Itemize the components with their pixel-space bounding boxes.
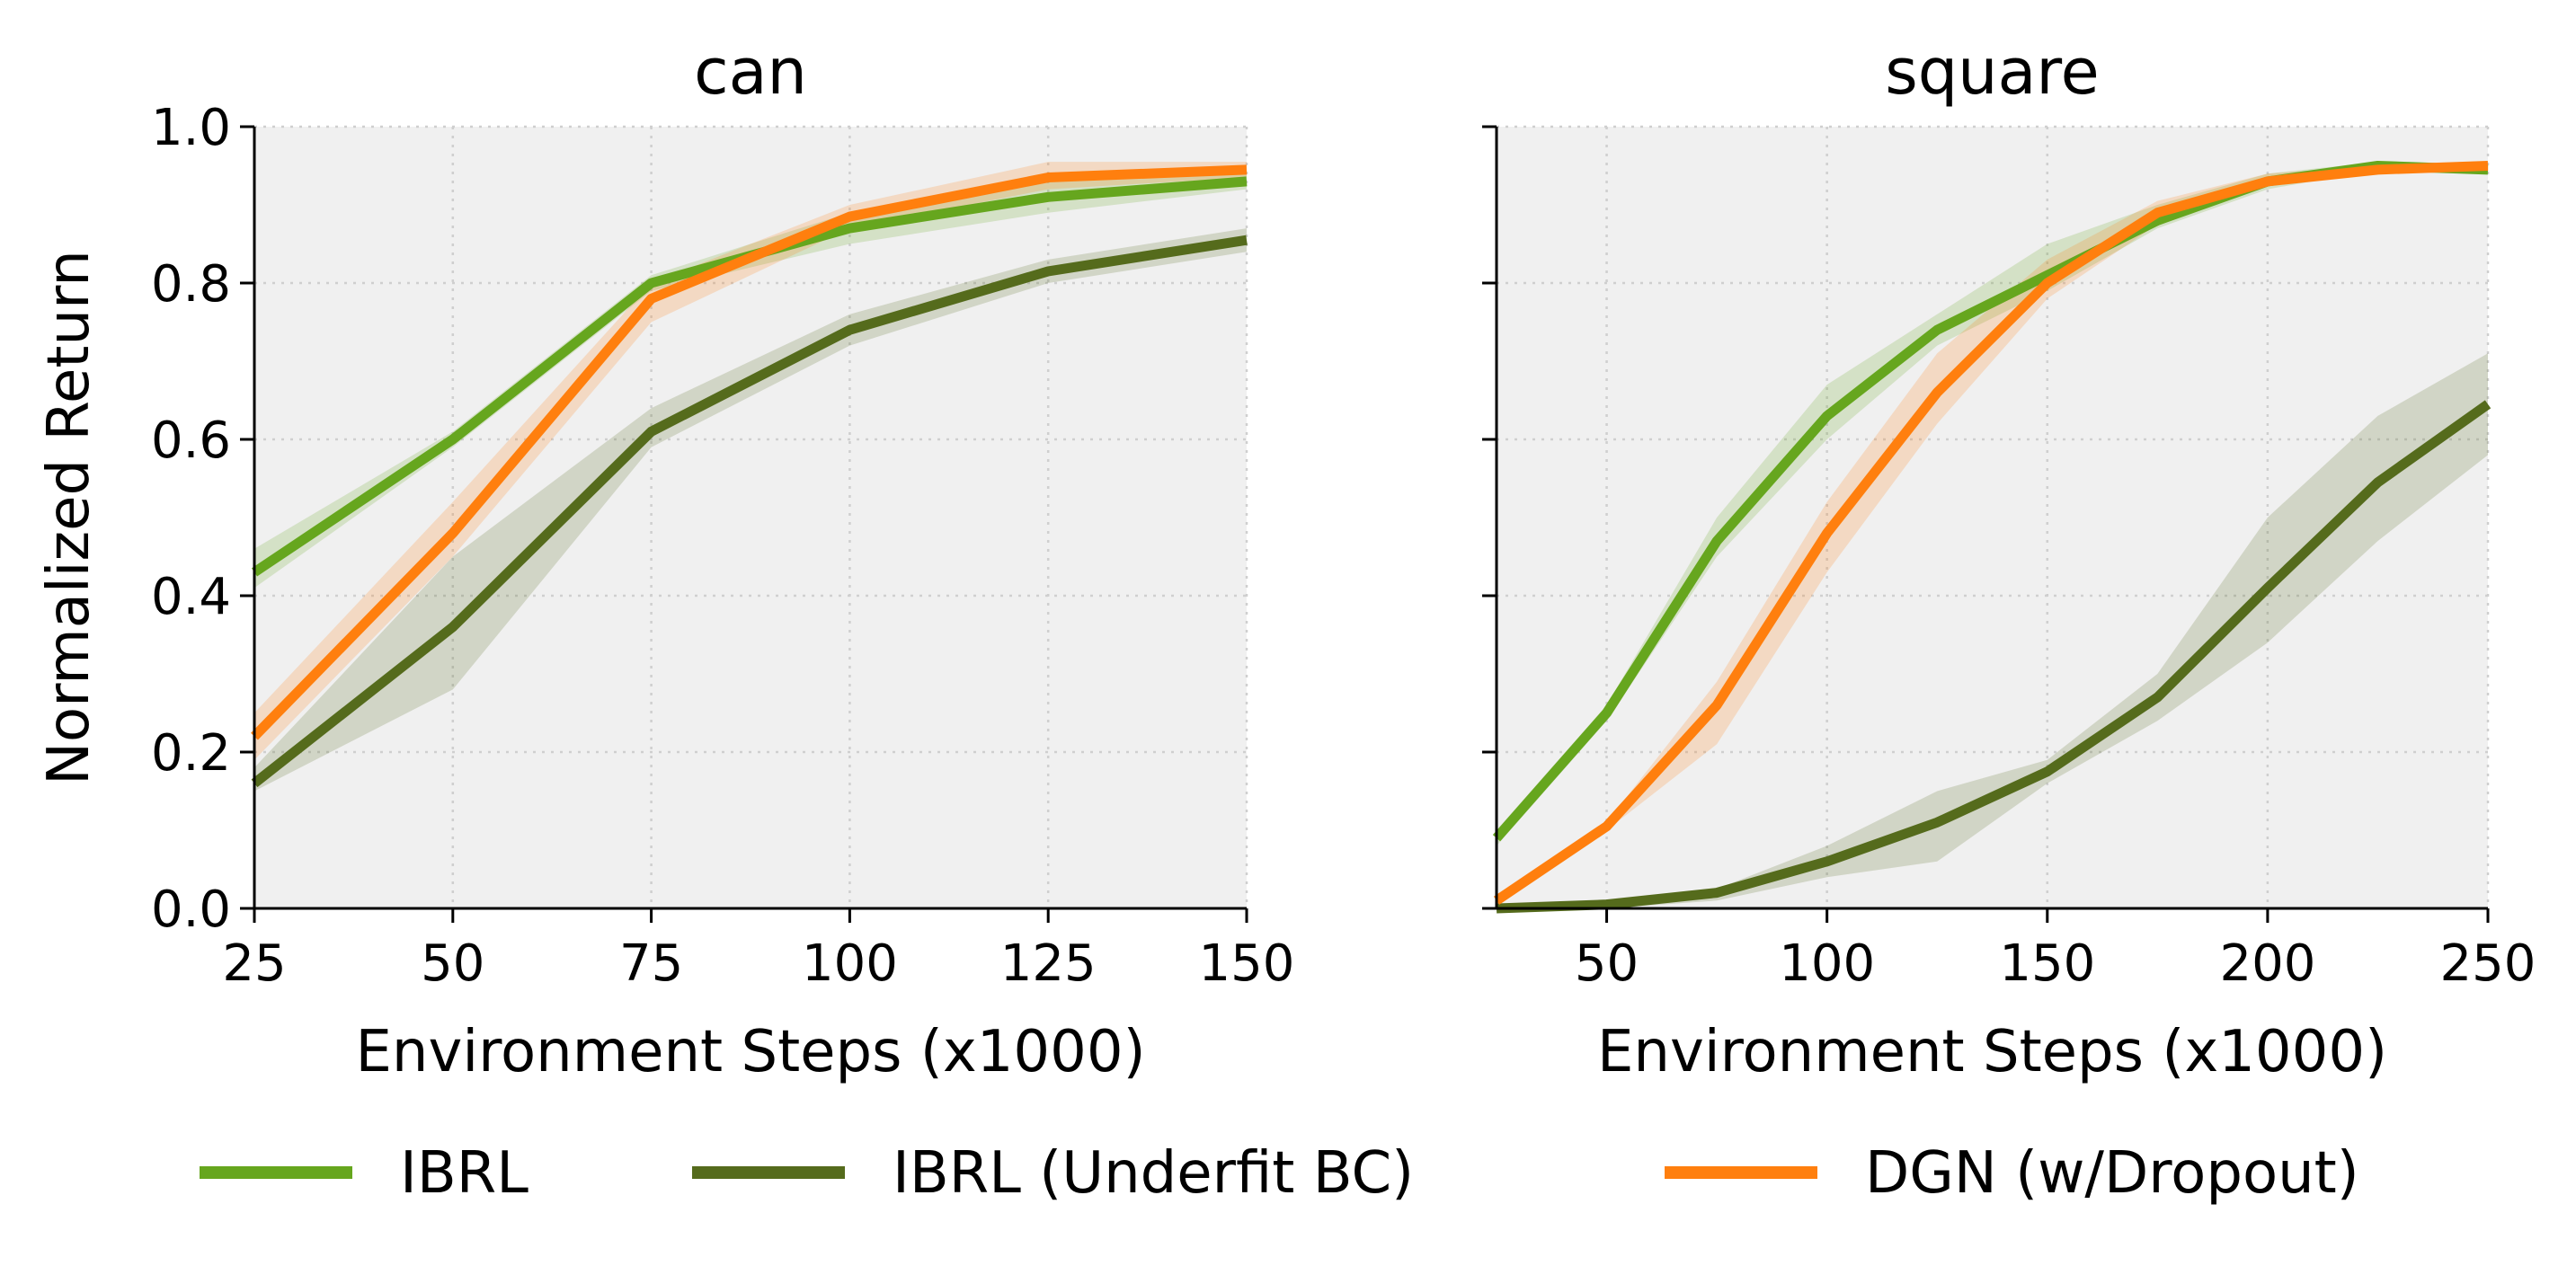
y-tick-label: 0.0 — [151, 881, 231, 939]
y-tick-label: 0.2 — [151, 724, 231, 783]
y-tick-label: 1.0 — [151, 99, 231, 157]
x-axis-label: Environment Steps (x1000) — [1597, 1019, 2387, 1085]
y-tick-label: 0.6 — [151, 412, 231, 470]
x-tick-label: 250 — [2440, 934, 2536, 993]
x-tick-label: 125 — [1000, 934, 1097, 993]
chart-can: 0.0 0.2 0.4 0.6 0.8 1.0 25 50 75 100 125 150 can Envi… — [36, 35, 1294, 1085]
x-tick-label: 100 — [1779, 934, 1875, 993]
x-axis-label: Environment Steps (x1000) — [355, 1019, 1145, 1085]
series-line-dgn-w-dropout — [251, 164, 1248, 740]
x-tick-label: 150 — [1999, 934, 2095, 993]
x-tick-label: 25 — [222, 934, 286, 993]
x-tick-label: 200 — [2219, 934, 2315, 993]
series-line-dgn-w-dropout — [1493, 161, 2489, 905]
chart-title: square — [1885, 35, 2099, 109]
plot-area — [1497, 127, 2488, 908]
legend-label-dgn: DGN (w/Dropout) — [1865, 1140, 2359, 1207]
series-line-ibrl-underfit-bc — [251, 235, 1248, 788]
y-tick-label: 0.4 — [151, 568, 231, 626]
x-tick-label: 75 — [619, 934, 683, 993]
legend-label-ibrl: IBRL — [400, 1140, 529, 1207]
legend-label-ibrl-underfit: IBRL (Underfit BC) — [893, 1140, 1414, 1207]
series-line-ibrl-underfit-bc — [1496, 400, 2492, 914]
x-tick-label: 50 — [421, 934, 484, 993]
chart-square: 50 100 150 200 250 square Environment Steps (x… — [1482, 35, 2536, 1085]
x-tick-label: 150 — [1199, 934, 1295, 993]
legend: IBRL IBRL (Underfit BC) DGN (w/Dropout) — [200, 1140, 2359, 1207]
band-ibrl-underfit-bc — [254, 228, 1247, 792]
x-tick-label: 100 — [802, 934, 898, 993]
chart-title: can — [694, 35, 807, 109]
y-axis-label: Normalized Return — [36, 250, 102, 785]
y-tick-label: 0.8 — [151, 255, 231, 314]
x-tick-label: 50 — [1575, 934, 1639, 993]
